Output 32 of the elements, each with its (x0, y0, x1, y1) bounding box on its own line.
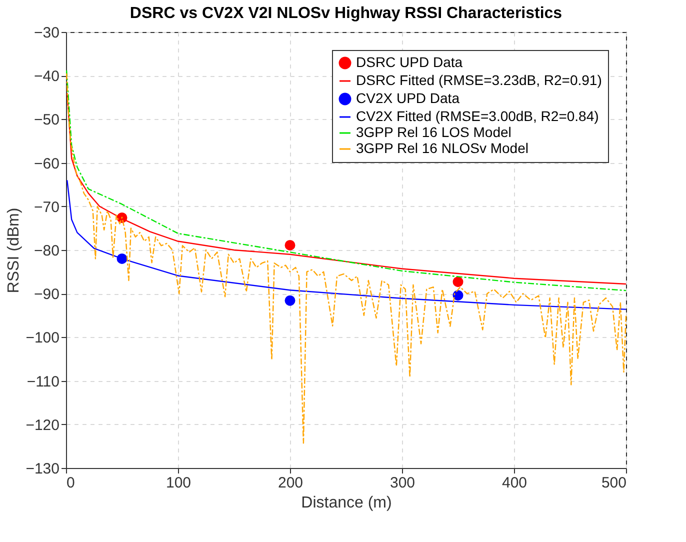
x-tick-label: 300 (390, 474, 416, 492)
x-tick-label: 200 (278, 474, 304, 492)
y-tick-label: −30 (34, 24, 60, 42)
point (452, 290, 464, 301)
x-axis-title: Distance (m) (301, 494, 392, 512)
x-tick-label: 100 (166, 474, 192, 492)
chart-title: DSRC vs CV2X V2I NLOSv Highway RSSI Characteristics (130, 5, 562, 22)
legend-label: DSRC UPD Data (356, 54, 463, 70)
y-tick-label: −70 (34, 198, 60, 216)
y-tick-label: −90 (34, 286, 60, 304)
y-axis-title: RSSI (dBm) (6, 208, 23, 294)
x-tick-label: 500 (601, 474, 626, 492)
y-tick-label: −110 (26, 373, 60, 390)
y-tick-label: −50 (34, 112, 60, 129)
y-tick-label: −120 (26, 416, 60, 434)
legend-label: DSRC Fitted (RMSE=3.23dB, R2=0.91) (356, 72, 602, 88)
y-tick-label: −80 (34, 242, 60, 260)
legend-label: 3GPP Rel 16 NLOSv Model (356, 140, 528, 156)
x-tick-label: 400 (502, 474, 528, 492)
legend-label: CV2X Fitted (RMSE=3.00dB, R2=0.84) (356, 108, 599, 124)
point (452, 276, 464, 288)
point (284, 240, 296, 250)
y-tick-label: −40 (34, 68, 60, 86)
point (284, 295, 296, 306)
y-tick-label: −60 (34, 155, 60, 172)
legend-label: CV2X UPD Data (356, 90, 460, 106)
y-tick-label: −100 (26, 330, 60, 347)
x-tick-label: 0 (66, 474, 75, 492)
legend-label: 3GPP Rel 16 LOS Model (356, 124, 512, 140)
line-series (66, 180, 627, 310)
y-tick-label: −130 (26, 460, 60, 478)
line-series (66, 72, 627, 444)
